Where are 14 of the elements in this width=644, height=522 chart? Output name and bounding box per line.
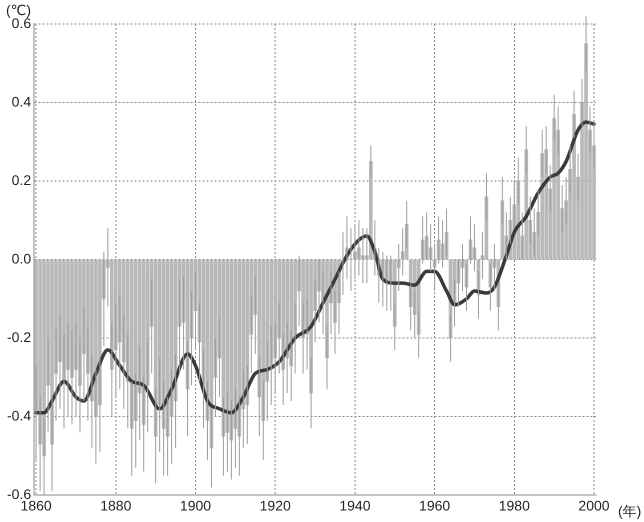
y-tick-label: -0.2: [7, 328, 32, 345]
x-tick-label: 1880: [100, 497, 132, 514]
x-tick-label: 2000: [578, 497, 610, 514]
x-tick-label: 1920: [260, 497, 291, 514]
x-tick-label: 1900: [180, 497, 212, 514]
y-tick-label: 0.2: [12, 172, 32, 188]
x-axis-title: (年): [618, 503, 642, 520]
y-axis-title: (℃): [6, 2, 32, 18]
x-tick-label: 1960: [419, 497, 450, 514]
x-tick-label: 1980: [498, 497, 530, 514]
y-tick-label: 0.0: [12, 250, 32, 266]
x-tick-label: 1940: [339, 497, 371, 514]
y-tick-label: -0.4: [7, 408, 32, 424]
y-tick-label: 0.4: [12, 93, 32, 110]
